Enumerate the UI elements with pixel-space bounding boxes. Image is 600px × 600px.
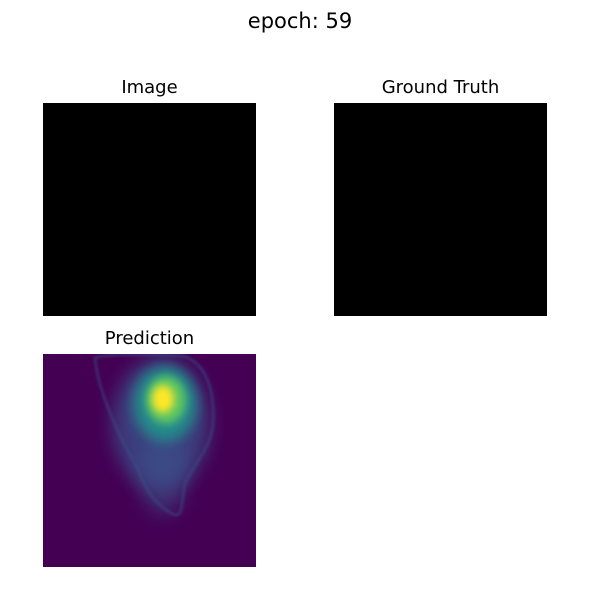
image-panel <box>43 103 256 316</box>
figure-title: epoch: 59 <box>247 9 353 33</box>
prediction-heatmap-svg <box>43 354 256 567</box>
image-panel-title: Image <box>121 77 178 98</box>
prediction-panel-title: Prediction <box>104 328 195 349</box>
ground-truth-panel-title: Ground Truth <box>381 77 500 98</box>
heatmap-peak <box>152 385 174 413</box>
heatmap-tail <box>139 434 187 514</box>
prediction-heatmap <box>43 354 256 567</box>
ground-truth-panel <box>334 103 547 316</box>
